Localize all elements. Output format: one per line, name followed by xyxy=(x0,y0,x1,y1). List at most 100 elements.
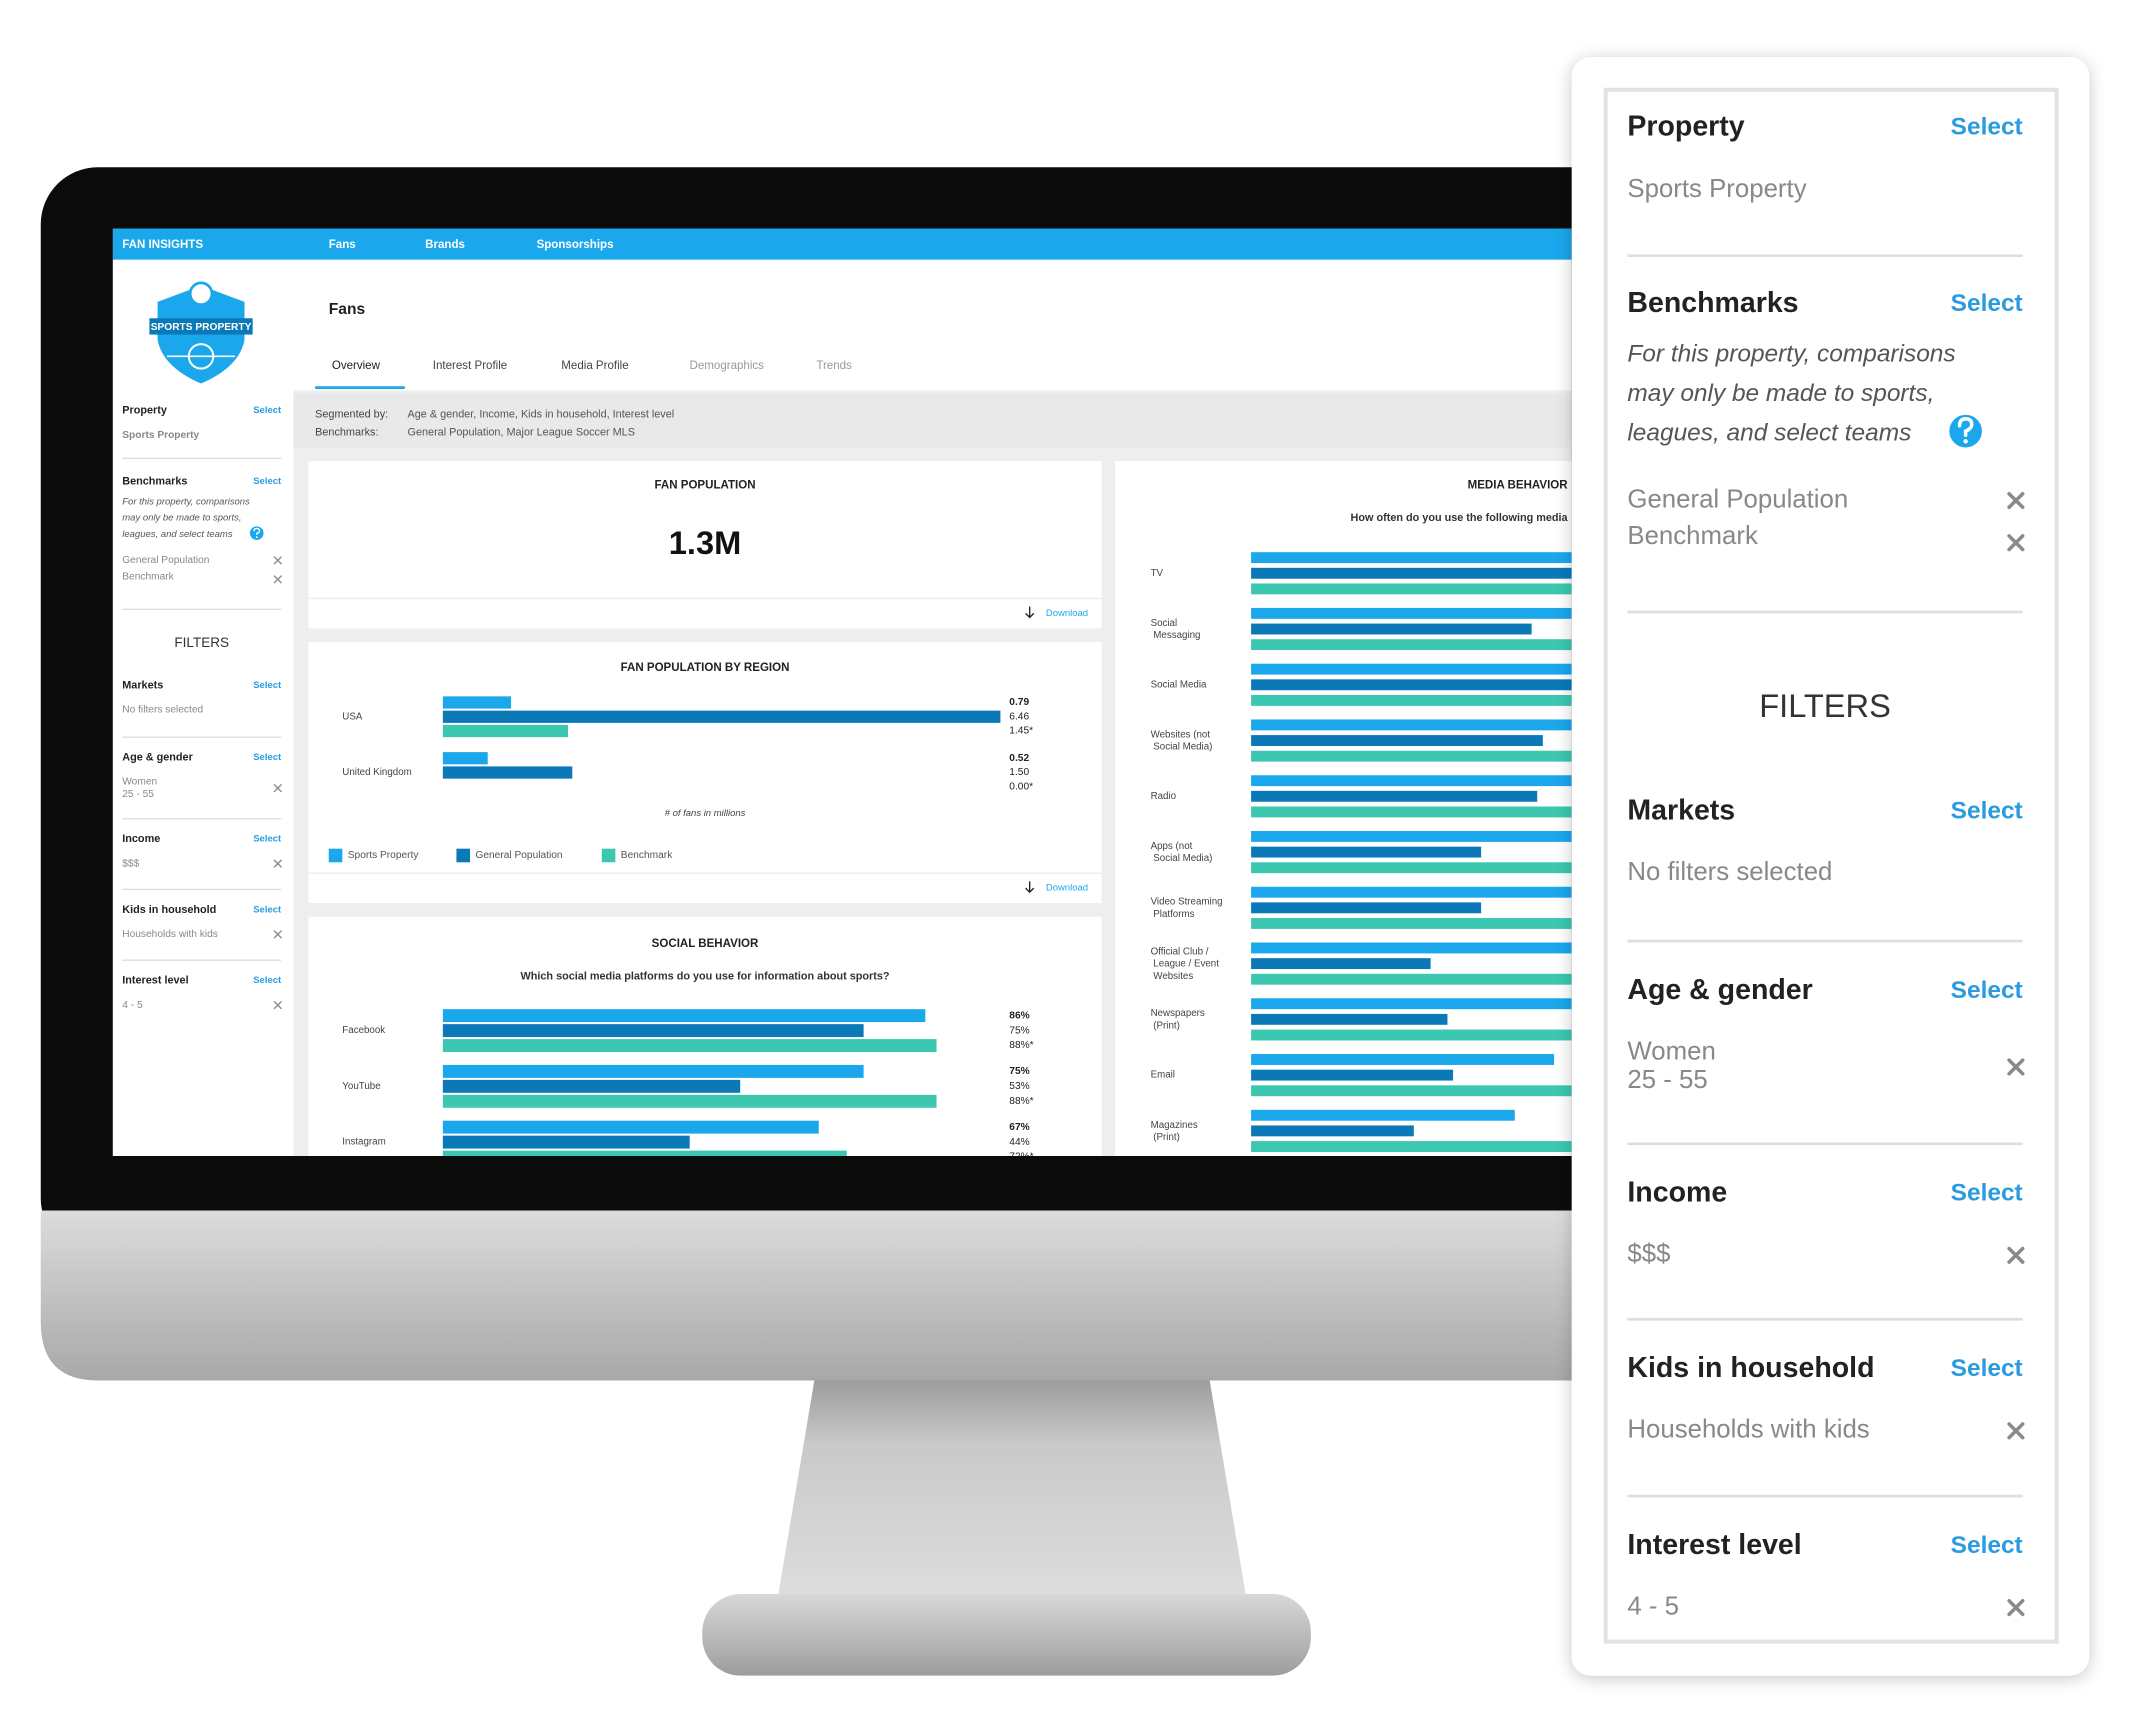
card xyxy=(308,461,1102,629)
remove-icon[interactable] xyxy=(273,784,282,793)
benchmark-item: Benchmark xyxy=(122,571,174,582)
bar xyxy=(1251,1085,1572,1097)
bar xyxy=(442,1150,847,1157)
filter-value: $$$ xyxy=(122,858,139,869)
screen: FAN INSIGHTS Fans Brands Sponsorships SPORTS… xyxy=(112,228,1572,1157)
remove-icon[interactable] xyxy=(2007,534,2025,552)
bar xyxy=(442,724,568,738)
download-link[interactable]: Download xyxy=(1046,883,1088,894)
bar xyxy=(1251,607,1572,619)
tab[interactable]: Trends xyxy=(816,360,852,372)
category-label: Radio xyxy=(1151,791,1177,802)
legend-label[interactable]: Benchmark xyxy=(621,850,673,861)
category-label: Facebook xyxy=(342,1025,385,1036)
bar xyxy=(1251,719,1572,731)
logo xyxy=(149,281,253,384)
tab[interactable]: Demographics xyxy=(690,360,765,372)
bar xyxy=(442,1024,864,1038)
legend-label[interactable]: General Population xyxy=(475,850,562,861)
filter-value: No filters selected xyxy=(122,705,203,716)
category-label: Apps (not Social Media) xyxy=(1151,841,1213,864)
filters-panel: Property Select Sports Property Benchmarks S… xyxy=(1571,57,2090,1676)
bar xyxy=(1251,942,1572,954)
category-label: Instagram xyxy=(342,1137,385,1148)
legend-swatch xyxy=(328,848,343,863)
bar xyxy=(1251,1013,1448,1025)
bar xyxy=(1251,973,1572,985)
chart-title: FAN POPULATION BY REGION xyxy=(621,662,790,674)
select-link[interactable]: Select xyxy=(1951,1532,2023,1559)
bar xyxy=(1251,862,1572,874)
benchmark-note: leagues, and select teams xyxy=(1627,419,1911,446)
category-label: Websites (not Social Media) xyxy=(1151,729,1213,752)
select-link[interactable]: Select xyxy=(1951,797,2023,824)
remove-icon[interactable] xyxy=(2007,1599,2025,1617)
filter-label: Kids in household xyxy=(122,904,216,916)
download-link[interactable]: Download xyxy=(1046,608,1088,619)
select-link[interactable]: Select xyxy=(253,904,282,915)
tab[interactable]: Interest Profile xyxy=(433,360,507,372)
tab[interactable]: Overview xyxy=(332,360,381,372)
benchmark-label: Benchmarks: xyxy=(315,426,378,438)
bar xyxy=(1251,694,1572,706)
bar xyxy=(1251,735,1543,746)
page-title: Fans xyxy=(329,301,366,318)
select-link[interactable]: Select xyxy=(253,752,282,763)
select-link[interactable]: Select xyxy=(1951,113,2023,140)
remove-icon[interactable] xyxy=(273,859,282,868)
monitor-chin xyxy=(40,1210,1671,1381)
filter-value: No filters selected xyxy=(1627,858,1832,886)
category-label: USA xyxy=(342,711,363,722)
select-link[interactable]: Select xyxy=(1951,1355,2023,1382)
select-link[interactable]: Select xyxy=(1951,977,2023,1004)
bar xyxy=(442,752,488,765)
tab[interactable]: Media Profile xyxy=(561,360,628,372)
logo-shield xyxy=(157,285,245,384)
value-label: 86% xyxy=(1009,1010,1029,1021)
remove-icon[interactable] xyxy=(2007,1246,2025,1264)
nav-item[interactable]: Fans xyxy=(329,239,356,251)
legend-label[interactable]: Sports Property xyxy=(348,850,420,861)
bar xyxy=(1251,679,1572,691)
remove-icon[interactable] xyxy=(273,556,282,565)
segment-strip xyxy=(293,393,1572,448)
chart-subtitle: How often do you use the following media xyxy=(1351,512,1569,524)
bar xyxy=(1251,567,1572,579)
category-label: TV xyxy=(1151,568,1164,579)
select-link[interactable]: Select xyxy=(253,975,282,986)
remove-icon[interactable] xyxy=(273,930,282,939)
remove-icon[interactable] xyxy=(2007,1058,2025,1076)
select-link[interactable]: Select xyxy=(253,405,282,416)
remove-icon[interactable] xyxy=(273,1001,282,1010)
bar xyxy=(442,1064,864,1078)
remove-icon[interactable] xyxy=(273,575,282,584)
logo-ball xyxy=(188,281,214,307)
value-label: 88%* xyxy=(1009,1096,1033,1107)
remove-icon[interactable] xyxy=(2007,1422,2025,1440)
bar xyxy=(1251,998,1572,1010)
filter-value: $$$ xyxy=(1627,1240,1670,1268)
category-label: Official Club / League / Event Websites xyxy=(1151,946,1220,981)
select-link[interactable]: Select xyxy=(1951,1180,2023,1207)
bar xyxy=(1251,918,1572,929)
select-link[interactable]: Select xyxy=(253,476,282,487)
filters-title: FILTERS xyxy=(174,635,229,650)
filter-label: Kids in household xyxy=(1627,1352,1874,1384)
select-link[interactable]: Select xyxy=(253,680,282,691)
remove-icon[interactable] xyxy=(2007,491,2025,510)
filter-value: 25 - 55 xyxy=(122,789,154,800)
filter-label: Income xyxy=(1627,1177,1727,1209)
tab-underline xyxy=(315,386,405,389)
select-link[interactable]: Select xyxy=(1951,290,2023,317)
benchmark-item: General Population xyxy=(1627,485,1848,513)
bar xyxy=(442,1094,937,1108)
bar xyxy=(1251,806,1572,818)
benchmark-note: leagues, and select teams xyxy=(122,529,233,540)
bar xyxy=(442,1009,926,1023)
nav-item[interactable]: Sponsorships xyxy=(537,239,614,251)
nav-item[interactable]: Brands xyxy=(425,239,465,251)
select-link[interactable]: Select xyxy=(253,834,282,845)
card-title: FAN POPULATION xyxy=(654,480,755,492)
bar xyxy=(1251,1029,1572,1041)
chart-note: # of fans in millions xyxy=(665,808,746,819)
